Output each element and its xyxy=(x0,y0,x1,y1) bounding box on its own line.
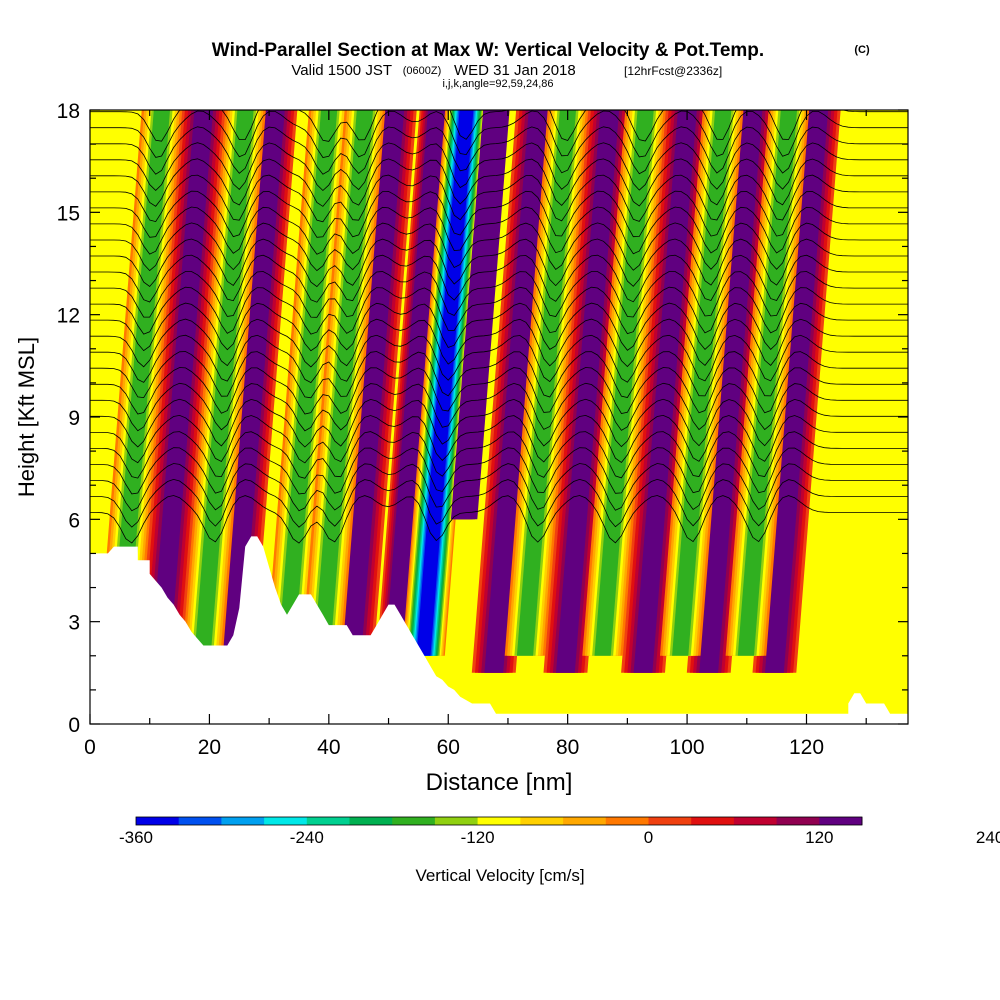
y-tick-label: 0 xyxy=(68,714,80,737)
y-tick-label: 6 xyxy=(68,509,80,532)
colorbar-frame xyxy=(135,816,863,826)
isentrope-line xyxy=(90,367,908,415)
downdraft-band xyxy=(416,110,474,656)
plot-area xyxy=(90,110,908,724)
downdraft-band xyxy=(516,110,577,656)
isentrope-line xyxy=(90,126,908,175)
y-tick-label: 15 xyxy=(57,202,80,225)
isentrope-line xyxy=(90,302,908,352)
x-tick-label: 40 xyxy=(317,736,340,759)
isentrope-line xyxy=(90,238,908,288)
x-tick-label: 120 xyxy=(789,736,824,759)
colorbar-swatch xyxy=(563,817,607,825)
copyright-mark: (C) xyxy=(854,44,870,56)
colorbar: -360 -240 -120 0 120 240 xyxy=(119,816,1000,847)
colorbar-swatch xyxy=(691,817,735,825)
colorbar-tick-label: -360 xyxy=(119,828,153,847)
isentrope-line xyxy=(90,286,908,335)
isentrope-line xyxy=(90,478,908,528)
colorbar-swatch xyxy=(776,817,820,825)
valid-time-a: Valid 1500 JST xyxy=(291,62,392,79)
colorbar-swatch xyxy=(178,817,222,825)
velocity-field xyxy=(98,110,841,673)
valid-time-d: [12hrFcst@2336z] xyxy=(624,64,722,78)
colorbar-tick-label: -240 xyxy=(290,828,324,847)
x-tick-label: 20 xyxy=(198,736,221,759)
terrain-mask xyxy=(90,536,908,724)
colorbar-swatch xyxy=(477,817,521,825)
colorbar-swatch xyxy=(136,817,180,825)
x-tick-label: 60 xyxy=(437,736,460,759)
downdraft-band xyxy=(110,110,171,656)
updraft-band xyxy=(556,110,620,673)
y-axis-label: Height [Kft MSL] xyxy=(14,337,39,497)
potential-temperature-contours xyxy=(90,110,908,544)
chart-title: Wind-Parallel Section at Max W: Vertical… xyxy=(212,40,764,61)
isentrope-line xyxy=(90,431,908,479)
colorbar-tick-label: 0 xyxy=(644,828,653,847)
colorbar-tick-label: -120 xyxy=(461,828,495,847)
isentrope-line xyxy=(90,463,908,512)
colorbar-swatch xyxy=(648,817,692,825)
updraft-band xyxy=(633,110,697,673)
updraft-band xyxy=(341,110,405,673)
isentrope-line xyxy=(90,334,908,384)
colorbar-tick-label: 240 xyxy=(976,828,1000,847)
colorbar-swatch xyxy=(349,817,393,825)
colorbar-swatch xyxy=(605,817,649,825)
updraft-band xyxy=(221,110,285,673)
y-tick-label: 3 xyxy=(68,612,80,635)
isentrope-line xyxy=(90,110,908,142)
colorbar-swatch xyxy=(434,817,479,825)
colorbar-swatch xyxy=(264,817,308,825)
y-tick-label: 9 xyxy=(68,407,80,430)
isentrope-line xyxy=(90,351,908,399)
y-tick-label: 18 xyxy=(57,100,80,123)
valid-time-b: (0600Z) xyxy=(403,65,442,77)
isentrope-line xyxy=(90,158,908,207)
valid-time-c: WED 31 Jan 2018 xyxy=(454,62,576,79)
colorbar-label: Vertical Velocity [cm/s] xyxy=(415,866,584,885)
grid-coordinates: i,j,k,angle=92,59,24,86 xyxy=(442,78,553,90)
updraft-band xyxy=(484,110,548,673)
updraft-band xyxy=(150,110,214,673)
x-tick-label: 100 xyxy=(670,736,705,759)
isentrope-line xyxy=(90,142,908,192)
colorbar-tick-label: 120 xyxy=(805,828,833,847)
colorbar-swatch xyxy=(819,817,863,825)
updraft-band xyxy=(765,110,829,673)
isentrope-line xyxy=(90,318,908,368)
downdraft-band xyxy=(278,110,338,656)
isentrope-line xyxy=(90,222,908,272)
isentrope-line xyxy=(90,447,908,495)
isentrope-line xyxy=(90,382,908,432)
isentrope-line xyxy=(90,271,908,318)
isentrope-line xyxy=(90,206,908,255)
updraft-band xyxy=(699,110,763,673)
colorbar-swatch xyxy=(221,817,265,825)
y-tick-label: 12 xyxy=(57,305,80,328)
x-tick-label: 0 xyxy=(84,736,96,759)
x-axis-label: Distance [nm] xyxy=(426,769,573,796)
isentrope-line xyxy=(90,254,908,303)
isentrope-line xyxy=(90,174,908,223)
colorbar-swatch xyxy=(392,817,436,825)
isentrope-line xyxy=(90,190,908,238)
colorbar-swatch xyxy=(520,817,564,825)
colorbar-swatch xyxy=(306,817,350,825)
isentrope-line xyxy=(90,414,908,464)
isentrope-line xyxy=(90,495,908,544)
isentrope-line xyxy=(90,110,908,158)
x-axis: 0 20 40 60 80 100 120 xyxy=(84,110,867,759)
x-tick-label: 80 xyxy=(556,736,579,759)
y-axis: 0 3 6 9 12 15 18 xyxy=(57,100,908,737)
isentrope-line xyxy=(90,398,908,448)
colorbar-swatch xyxy=(733,817,778,825)
downdraft-band xyxy=(313,110,374,656)
